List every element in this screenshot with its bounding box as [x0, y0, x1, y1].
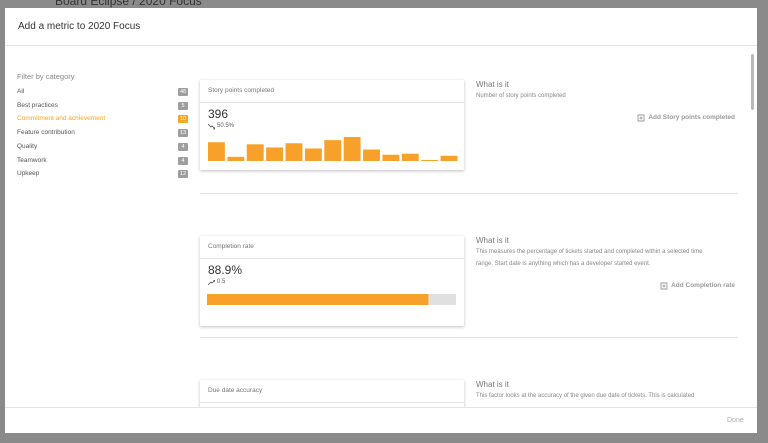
bar [343, 137, 361, 161]
metric-title: Completion rate [208, 243, 254, 250]
add-icon [660, 282, 668, 290]
card-divider [200, 102, 464, 103]
description: range. Start date is anything which has … [476, 261, 651, 267]
add-label: Add Story points completed [648, 114, 735, 121]
category-name: Best practices [17, 101, 58, 109]
category-item[interactable]: Best practices 5 [5, 101, 195, 112]
modal: Add a metric to 2020 Focus Filter by cat… [5, 8, 757, 433]
board-title: Board Eclipse / 2020 Focus [55, 0, 202, 8]
category-name: Teamwork [17, 156, 47, 164]
metric-value: 88.9% [208, 263, 243, 277]
info-heading: What is it [476, 380, 509, 389]
metric-card: Due date accuracy [200, 380, 464, 407]
metric-value: 396 [208, 107, 229, 121]
description: This measures the percentage of tickets … [476, 249, 703, 255]
bar [324, 140, 342, 161]
info-heading: What is it [476, 236, 509, 245]
category-item[interactable]: Teamwork 4 [5, 156, 195, 167]
bar [208, 142, 225, 161]
metric-title: Story points completed [208, 87, 275, 94]
content: Filter by category All 48 Best practices 5 C… [5, 46, 757, 407]
category-count: 13 [178, 129, 188, 138]
category-name: Quality [17, 142, 38, 150]
divider [5, 45, 757, 46]
metric-card: Completion rate 88.9% 0.5 [200, 236, 464, 326]
add-icon-shape [660, 282, 668, 290]
bar [285, 143, 303, 161]
category-count: 4 [178, 142, 188, 151]
filter-heading: Filter by category [17, 72, 75, 81]
category-name: Feature contribution [17, 129, 75, 137]
category-item[interactable]: All 48 [5, 88, 195, 98]
add-icon-shape [637, 114, 645, 122]
bar [304, 148, 322, 161]
bar [440, 155, 458, 161]
category-name: Commitment and achievement [17, 115, 106, 123]
metric-trend: 0.5 [217, 279, 226, 285]
bar [382, 154, 400, 161]
trend-icon [208, 280, 215, 286]
card-divider [200, 402, 464, 403]
bar [246, 144, 264, 161]
done-button[interactable]: Done [727, 417, 744, 424]
trend-arrow [208, 280, 215, 286]
description: Number of story points completed [476, 93, 566, 99]
category-item[interactable]: Commitment and achievement 10 [5, 115, 195, 125]
metric-title: Due date accuracy [208, 387, 263, 394]
category-item[interactable]: Feature contribution 13 [5, 129, 195, 139]
info-heading: What is it [476, 80, 509, 89]
modal-title: Add a metric to 2020 Focus [18, 21, 141, 32]
divider [5, 407, 757, 408]
category-count: 10 [178, 115, 188, 124]
progress-fill [207, 294, 429, 305]
category-name: All [17, 88, 25, 95]
bar [421, 159, 439, 161]
metric-card: Story points completed 396 50.5% [200, 80, 464, 170]
category-count: 4 [178, 156, 188, 165]
scrollbar [751, 54, 754, 110]
bar [363, 149, 380, 161]
separator [200, 337, 738, 338]
category-count: 48 [178, 88, 188, 96]
description: This factor looks at the accuracy of the… [476, 393, 695, 399]
category-count: 5 [178, 101, 188, 110]
category-count: 12 [178, 170, 188, 179]
progress-bar [207, 294, 456, 305]
separator [200, 193, 738, 194]
add-button[interactable]: Add Completion rate [660, 282, 735, 292]
category-item[interactable]: Quality 4 [5, 142, 195, 153]
bar [401, 153, 419, 161]
bar-chart [208, 137, 458, 161]
metric-trend: 50.5% [217, 123, 235, 129]
add-icon [637, 114, 645, 122]
category-name: Upkeep [17, 170, 40, 178]
trend-arrow [208, 124, 215, 130]
card-divider [200, 258, 464, 259]
bar [227, 156, 245, 161]
add-button[interactable]: Add Story points completed [637, 114, 735, 124]
category-item[interactable]: Upkeep 12 [5, 170, 195, 180]
bar [266, 147, 284, 161]
add-label: Add Completion rate [671, 282, 735, 289]
trend-icon [208, 124, 215, 130]
